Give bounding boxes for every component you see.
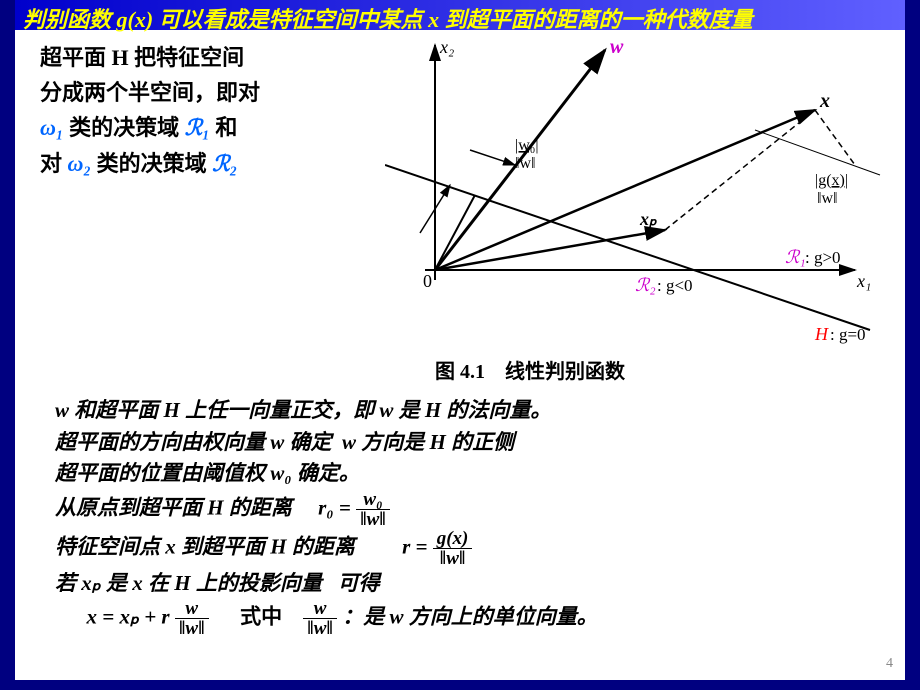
bl3: 超平面的位置由阈值权 w₀ 确定。 [55,461,360,485]
eq2d: ‖w‖ [433,549,473,568]
eq2n: g(x) [433,529,473,549]
eq3bn: w [303,599,337,619]
eq3bd: ‖w‖ [303,619,337,638]
upper-bracket [755,130,880,175]
x-point-label: x [819,90,830,112]
R1-label: ℛ₁ [785,247,806,267]
eq2lhs: r = [402,534,433,558]
top-line1: 超平面 H 把特征空间 [40,45,244,70]
eq1-frac: w₀‖w‖ [356,490,390,529]
eq1n: w₀ [356,490,390,510]
top-left-text: 超平面 H 把特征空间 分成两个半空间，即对 ω₁ 类的决策域 ℛ₁ 和 对 ω… [40,40,360,181]
bl6a: 若 xₚ 是 x 在 H 上的投影向量 [55,571,322,595]
eq3d: ‖w‖ [175,619,209,638]
bl5: 特征空间点 x 到超平面 H 的距离 [55,534,355,558]
x2-label: x₂ [439,37,454,57]
bl6b: 可得 [338,571,380,595]
R2: ℛ₂ [212,151,237,176]
eq1d: ‖w‖ [356,510,390,529]
f1num: |w₀| [515,137,539,154]
bl2a: 超平面的方向由权向量 w 确定 [55,430,332,454]
origin-label: 0 [423,271,432,291]
xp-label: xₚ [639,209,657,229]
t4c: 类的决策域 [91,151,212,176]
slide-container: 判别函数 g(x) 可以看成是特征空间中某点 x 到超平面的距离的一种代数度量 … [15,0,905,680]
eq3tail: ：是 w 方向上的单位向量。 [342,604,598,628]
eq3lhs: x = xₚ + r [87,604,170,628]
R1-text: : g>0 [805,248,841,267]
eq3-frac: w‖w‖ [175,599,209,638]
t3d: 和 [210,115,238,140]
eq1lhs: r₀ = [318,495,356,519]
H-text: : g=0 [830,325,866,344]
f2den: ‖w‖ [817,190,838,207]
R2-label: ℛ₂ [635,275,656,295]
slide-title: 判别函数 g(x) 可以看成是特征空间中某点 x 到超平面的距离的一种代数度量 [23,7,753,32]
eq3n: w [175,599,209,619]
eq3b-frac: w‖w‖ [303,599,337,638]
R2-text: : g<0 [657,276,693,295]
w-label: w [610,36,624,58]
t4a: 对 [40,151,68,176]
x-to-H-dash [815,110,855,165]
xp-to-x-dash [665,110,815,230]
x1-label: x₁ [856,271,871,291]
omega2: ω₂ [68,151,92,176]
top-line2: 分成两个半空间，即对 [40,80,260,105]
eq3mid: 式中 [240,604,282,628]
slide-number: 4 [886,656,893,672]
R1: ℛ₁ [185,115,210,140]
xp-vector [435,230,665,270]
title-bar: 判别函数 g(x) 可以看成是特征空间中某点 x 到超平面的距离的一种代数度量 [15,0,905,30]
figure-caption: 图 4.1 线性判别函数 [435,355,625,384]
t3b: 类的决策域 [64,115,185,140]
body-text: w 和超平面 H 上任一向量正交，即 w 是 H 的法向量。 超平面的方向由权向… [55,395,875,638]
origin-to-H-perp [435,195,475,270]
bl4: 从原点到超平面 H 的距离 [55,495,292,519]
eq2-frac: g(x)‖w‖ [433,529,473,568]
bl1: w 和超平面 H 上任一向量正交，即 w 是 H 的法向量。 [55,398,551,422]
H-label: H [814,324,829,344]
f1den: ‖w‖ [515,155,536,172]
dist1-arrow2 [470,150,515,165]
omega1: ω₁ [40,115,64,140]
bl2b: w 方向是 H 的正侧 [342,430,514,454]
geometric-diagram: 0 x₁ x₂ w x xₚ |w₀| ‖w‖ |g(x)| ‖w‖ ℛ₁ : … [385,35,895,345]
f2num: |g(x)| [815,172,848,189]
